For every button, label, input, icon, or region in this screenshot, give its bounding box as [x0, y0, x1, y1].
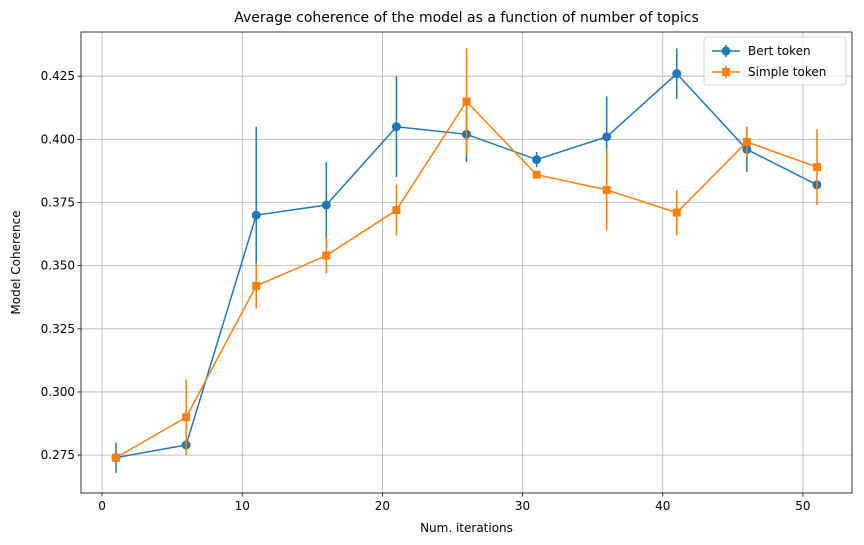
legend-box: [703, 36, 847, 86]
y-tick-label: 0.425: [41, 69, 75, 83]
chart-title: Average coherence of the model as a func…: [234, 10, 699, 26]
data-point: [252, 281, 261, 290]
data-point: [602, 132, 612, 142]
data-point: [672, 208, 681, 217]
data-point: [532, 170, 541, 179]
data-point: [672, 69, 682, 79]
y-tick-label: 0.325: [41, 322, 75, 336]
x-tick-label: 30: [515, 499, 530, 513]
x-tick-label: 20: [375, 499, 390, 513]
legend-marker: [722, 68, 730, 76]
legend-item: Bert token: [712, 44, 811, 58]
data-point: [391, 122, 401, 132]
x-tick-label: 10: [235, 499, 250, 513]
data-point: [392, 206, 401, 215]
data-point: [112, 453, 121, 462]
data-point: [602, 185, 611, 194]
data-point: [321, 200, 331, 210]
x-tick-label: 50: [795, 499, 810, 513]
legend: Bert token Simple token: [703, 36, 847, 86]
y-tick-label: 0.275: [41, 448, 75, 462]
y-axis-label: Model Coherence: [9, 210, 23, 314]
legend-label: Simple token: [748, 65, 826, 79]
legend-marker: [721, 46, 731, 56]
plot-frame: [80, 31, 853, 494]
x-tick-label: 0: [98, 499, 106, 513]
x-axis-label: Num. iterations: [420, 521, 513, 535]
y-tick-label: 0.375: [41, 196, 75, 210]
data-point: [812, 163, 821, 172]
ticks: 0 10 20 30 40 50 0.275 0.300 0.325 0.350 0.375 0.40…: [41, 69, 811, 513]
data-point: [251, 210, 261, 220]
data-point: [462, 97, 471, 106]
data-point: [532, 155, 542, 165]
series-layer: [111, 48, 822, 473]
legend-item: Simple token: [712, 65, 826, 79]
y-tick-label: 0.400: [41, 132, 75, 146]
data-point: [322, 251, 331, 260]
data-point: [742, 137, 751, 146]
y-tick-label: 0.350: [41, 259, 75, 273]
data-point: [182, 413, 191, 422]
x-tick-label: 40: [655, 499, 670, 513]
series-1: [112, 48, 821, 462]
y-tick-label: 0.300: [41, 385, 75, 399]
legend-label: Bert token: [748, 44, 811, 58]
